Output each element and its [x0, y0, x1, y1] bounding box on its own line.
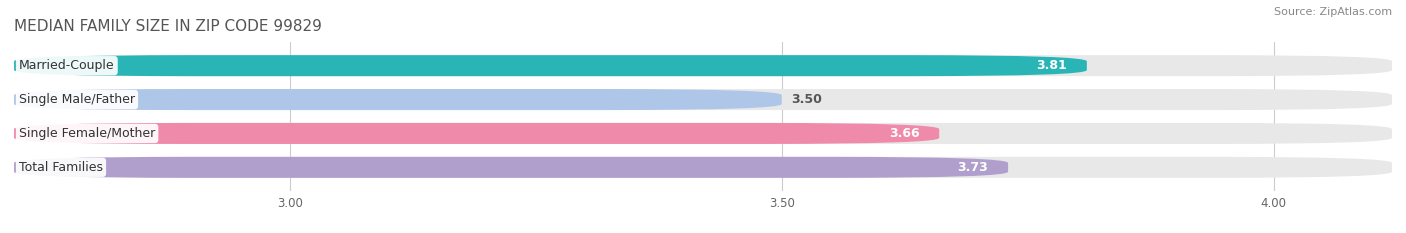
Text: Source: ZipAtlas.com: Source: ZipAtlas.com — [1274, 7, 1392, 17]
Text: MEDIAN FAMILY SIZE IN ZIP CODE 99829: MEDIAN FAMILY SIZE IN ZIP CODE 99829 — [14, 19, 322, 34]
Text: Single Male/Father: Single Male/Father — [18, 93, 135, 106]
Text: 3.66: 3.66 — [889, 127, 920, 140]
Text: Single Female/Mother: Single Female/Mother — [18, 127, 155, 140]
FancyBboxPatch shape — [14, 89, 782, 110]
FancyBboxPatch shape — [14, 157, 1392, 178]
Text: Married-Couple: Married-Couple — [18, 59, 115, 72]
FancyBboxPatch shape — [14, 157, 1008, 178]
Text: 3.50: 3.50 — [792, 93, 823, 106]
FancyBboxPatch shape — [14, 55, 1392, 76]
FancyBboxPatch shape — [14, 89, 1392, 110]
FancyBboxPatch shape — [14, 123, 1392, 144]
Text: 3.81: 3.81 — [1036, 59, 1067, 72]
FancyBboxPatch shape — [14, 55, 1087, 76]
Text: 3.73: 3.73 — [957, 161, 988, 174]
Text: Total Families: Total Families — [18, 161, 103, 174]
FancyBboxPatch shape — [14, 123, 939, 144]
